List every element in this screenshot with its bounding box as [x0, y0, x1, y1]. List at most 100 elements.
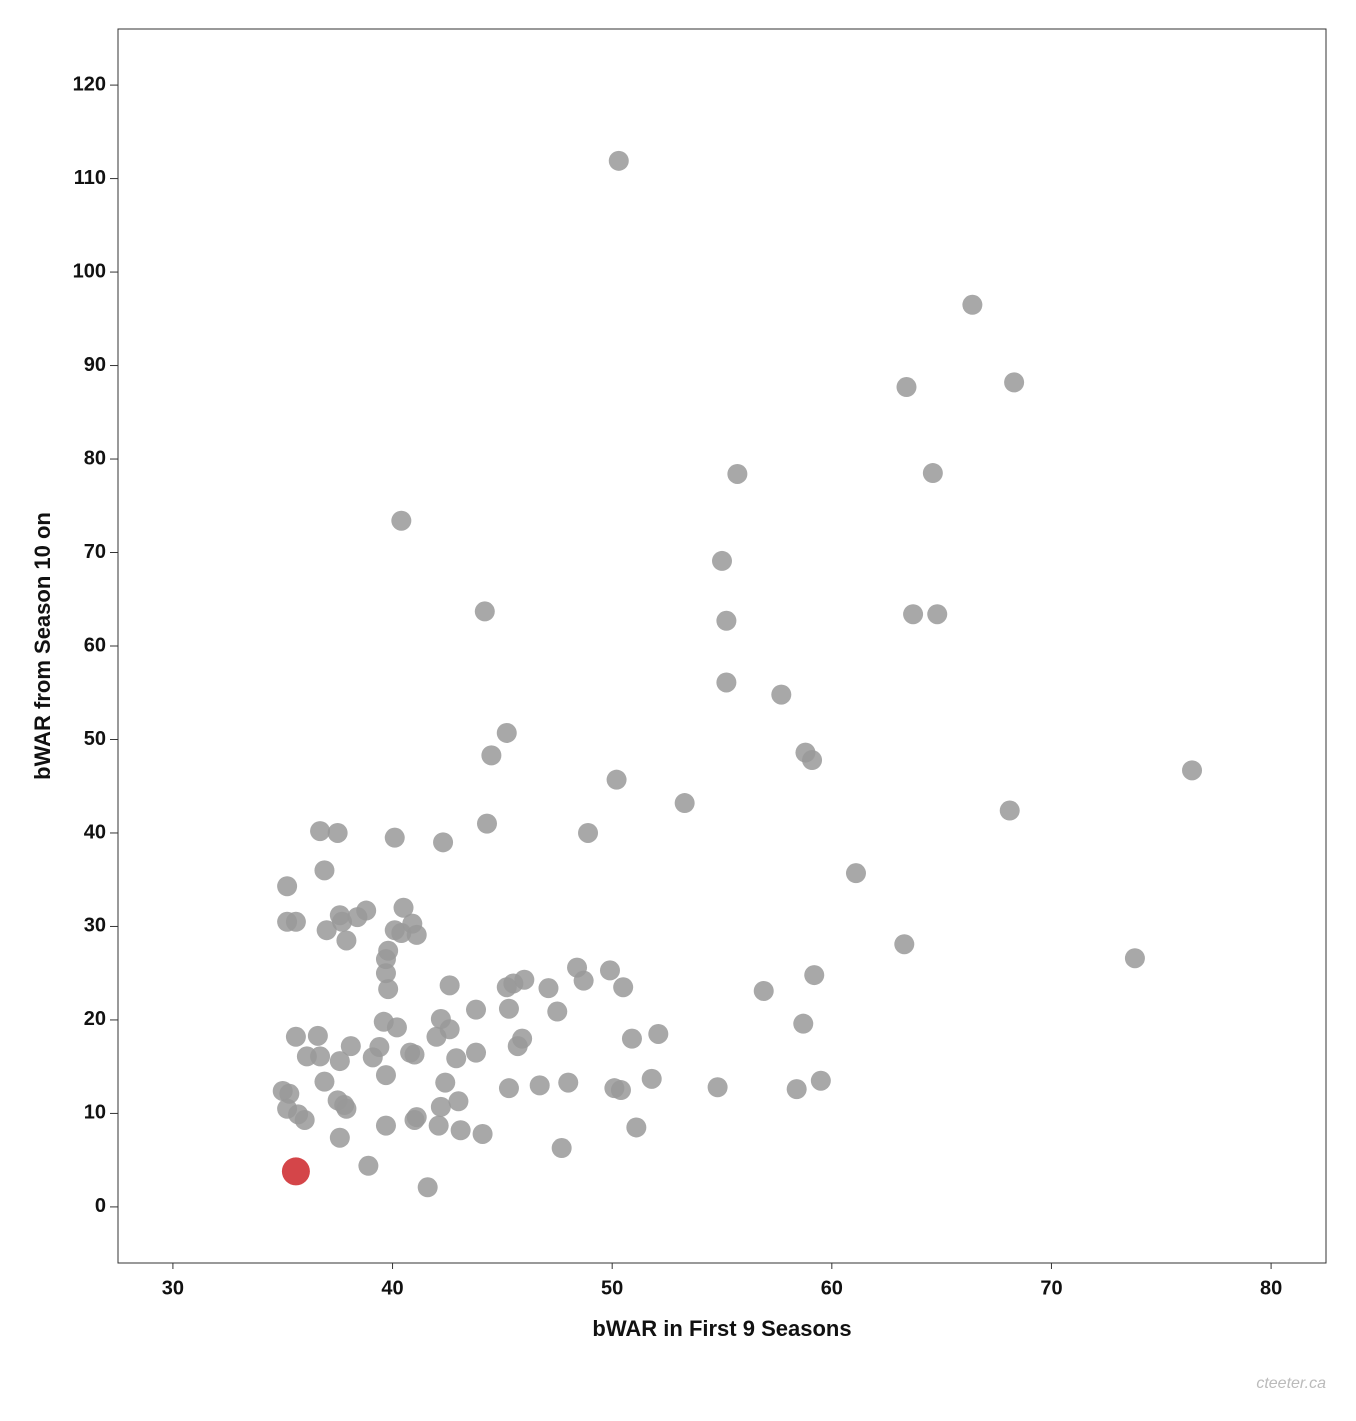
point — [378, 979, 399, 1000]
point — [285, 911, 306, 932]
point — [446, 1048, 467, 1069]
point — [610, 1080, 631, 1101]
point — [573, 970, 594, 991]
point — [404, 1109, 425, 1130]
point — [347, 907, 368, 928]
point — [277, 876, 298, 897]
point — [578, 822, 599, 843]
point — [538, 978, 559, 999]
y-tick-label: 80 — [84, 447, 106, 469]
point — [626, 1117, 647, 1138]
y-axis-title: bWAR from Season 10 on — [30, 512, 55, 780]
point — [498, 1078, 519, 1099]
y-tick-label: 40 — [84, 821, 106, 843]
point — [810, 1070, 831, 1091]
x-tick-label: 60 — [821, 1277, 843, 1299]
point — [999, 800, 1020, 821]
point — [903, 604, 924, 625]
point — [384, 827, 405, 848]
point — [450, 1120, 471, 1141]
point — [281, 1157, 310, 1186]
point — [606, 769, 627, 790]
point — [922, 463, 943, 484]
point — [404, 1044, 425, 1065]
y-tick-label: 0 — [95, 1195, 106, 1217]
point — [716, 610, 737, 631]
point — [310, 821, 331, 842]
y-tick-label: 10 — [84, 1102, 106, 1124]
point — [430, 1096, 451, 1117]
point — [279, 1083, 300, 1104]
point — [428, 1115, 449, 1136]
point — [426, 1026, 447, 1047]
point — [608, 150, 629, 171]
point — [558, 1072, 579, 1093]
point — [314, 1071, 335, 1092]
point — [1004, 372, 1025, 393]
point — [804, 965, 825, 986]
point — [551, 1138, 572, 1159]
point — [294, 1109, 315, 1130]
point — [547, 1001, 568, 1022]
plot-frame — [117, 28, 1327, 1264]
point — [336, 930, 357, 951]
point — [476, 813, 497, 834]
point — [894, 934, 915, 955]
point — [332, 911, 353, 932]
point — [786, 1079, 807, 1100]
point — [316, 920, 337, 941]
point — [1124, 948, 1145, 969]
point — [466, 999, 487, 1020]
point — [329, 1127, 350, 1148]
point — [474, 601, 495, 622]
point — [896, 377, 917, 398]
point — [329, 1051, 350, 1072]
point — [599, 960, 620, 981]
point — [391, 922, 412, 943]
point — [435, 1072, 456, 1093]
point — [529, 1075, 550, 1096]
point — [771, 684, 792, 705]
point — [340, 1036, 361, 1057]
point — [507, 1036, 528, 1057]
point — [753, 980, 774, 1001]
x-tick-label: 30 — [162, 1277, 184, 1299]
y-tick-label: 20 — [84, 1008, 106, 1030]
y-tick-label: 90 — [84, 354, 106, 376]
watermark: cteeter.ca — [1256, 1375, 1326, 1392]
point — [621, 1028, 642, 1049]
point — [498, 998, 519, 1019]
point — [674, 793, 695, 814]
x-tick-label: 80 — [1260, 1277, 1282, 1299]
point — [648, 1023, 669, 1044]
point — [496, 722, 517, 743]
x-axis-title: bWAR in First 9 Seasons — [592, 1316, 851, 1341]
point — [375, 963, 396, 984]
y-tick-label: 50 — [84, 728, 106, 750]
y-tick-label: 60 — [84, 634, 106, 656]
point — [358, 1155, 379, 1176]
point — [285, 1026, 306, 1047]
point — [433, 832, 454, 853]
point — [386, 1017, 407, 1038]
point — [802, 750, 823, 771]
point — [391, 510, 412, 531]
point — [314, 860, 335, 881]
point — [327, 822, 348, 843]
x-tick-label: 40 — [381, 1277, 403, 1299]
point — [307, 1025, 328, 1046]
point — [707, 1077, 728, 1098]
point — [481, 745, 502, 766]
point — [1182, 760, 1203, 781]
y-tick-label: 120 — [73, 73, 106, 95]
y-tick-label: 100 — [73, 260, 106, 282]
x-tick-label: 50 — [601, 1277, 623, 1299]
point — [393, 897, 414, 918]
point — [727, 463, 748, 484]
point — [613, 977, 634, 998]
point — [641, 1068, 662, 1089]
point — [793, 1013, 814, 1034]
point — [336, 1098, 357, 1119]
point — [375, 1115, 396, 1136]
